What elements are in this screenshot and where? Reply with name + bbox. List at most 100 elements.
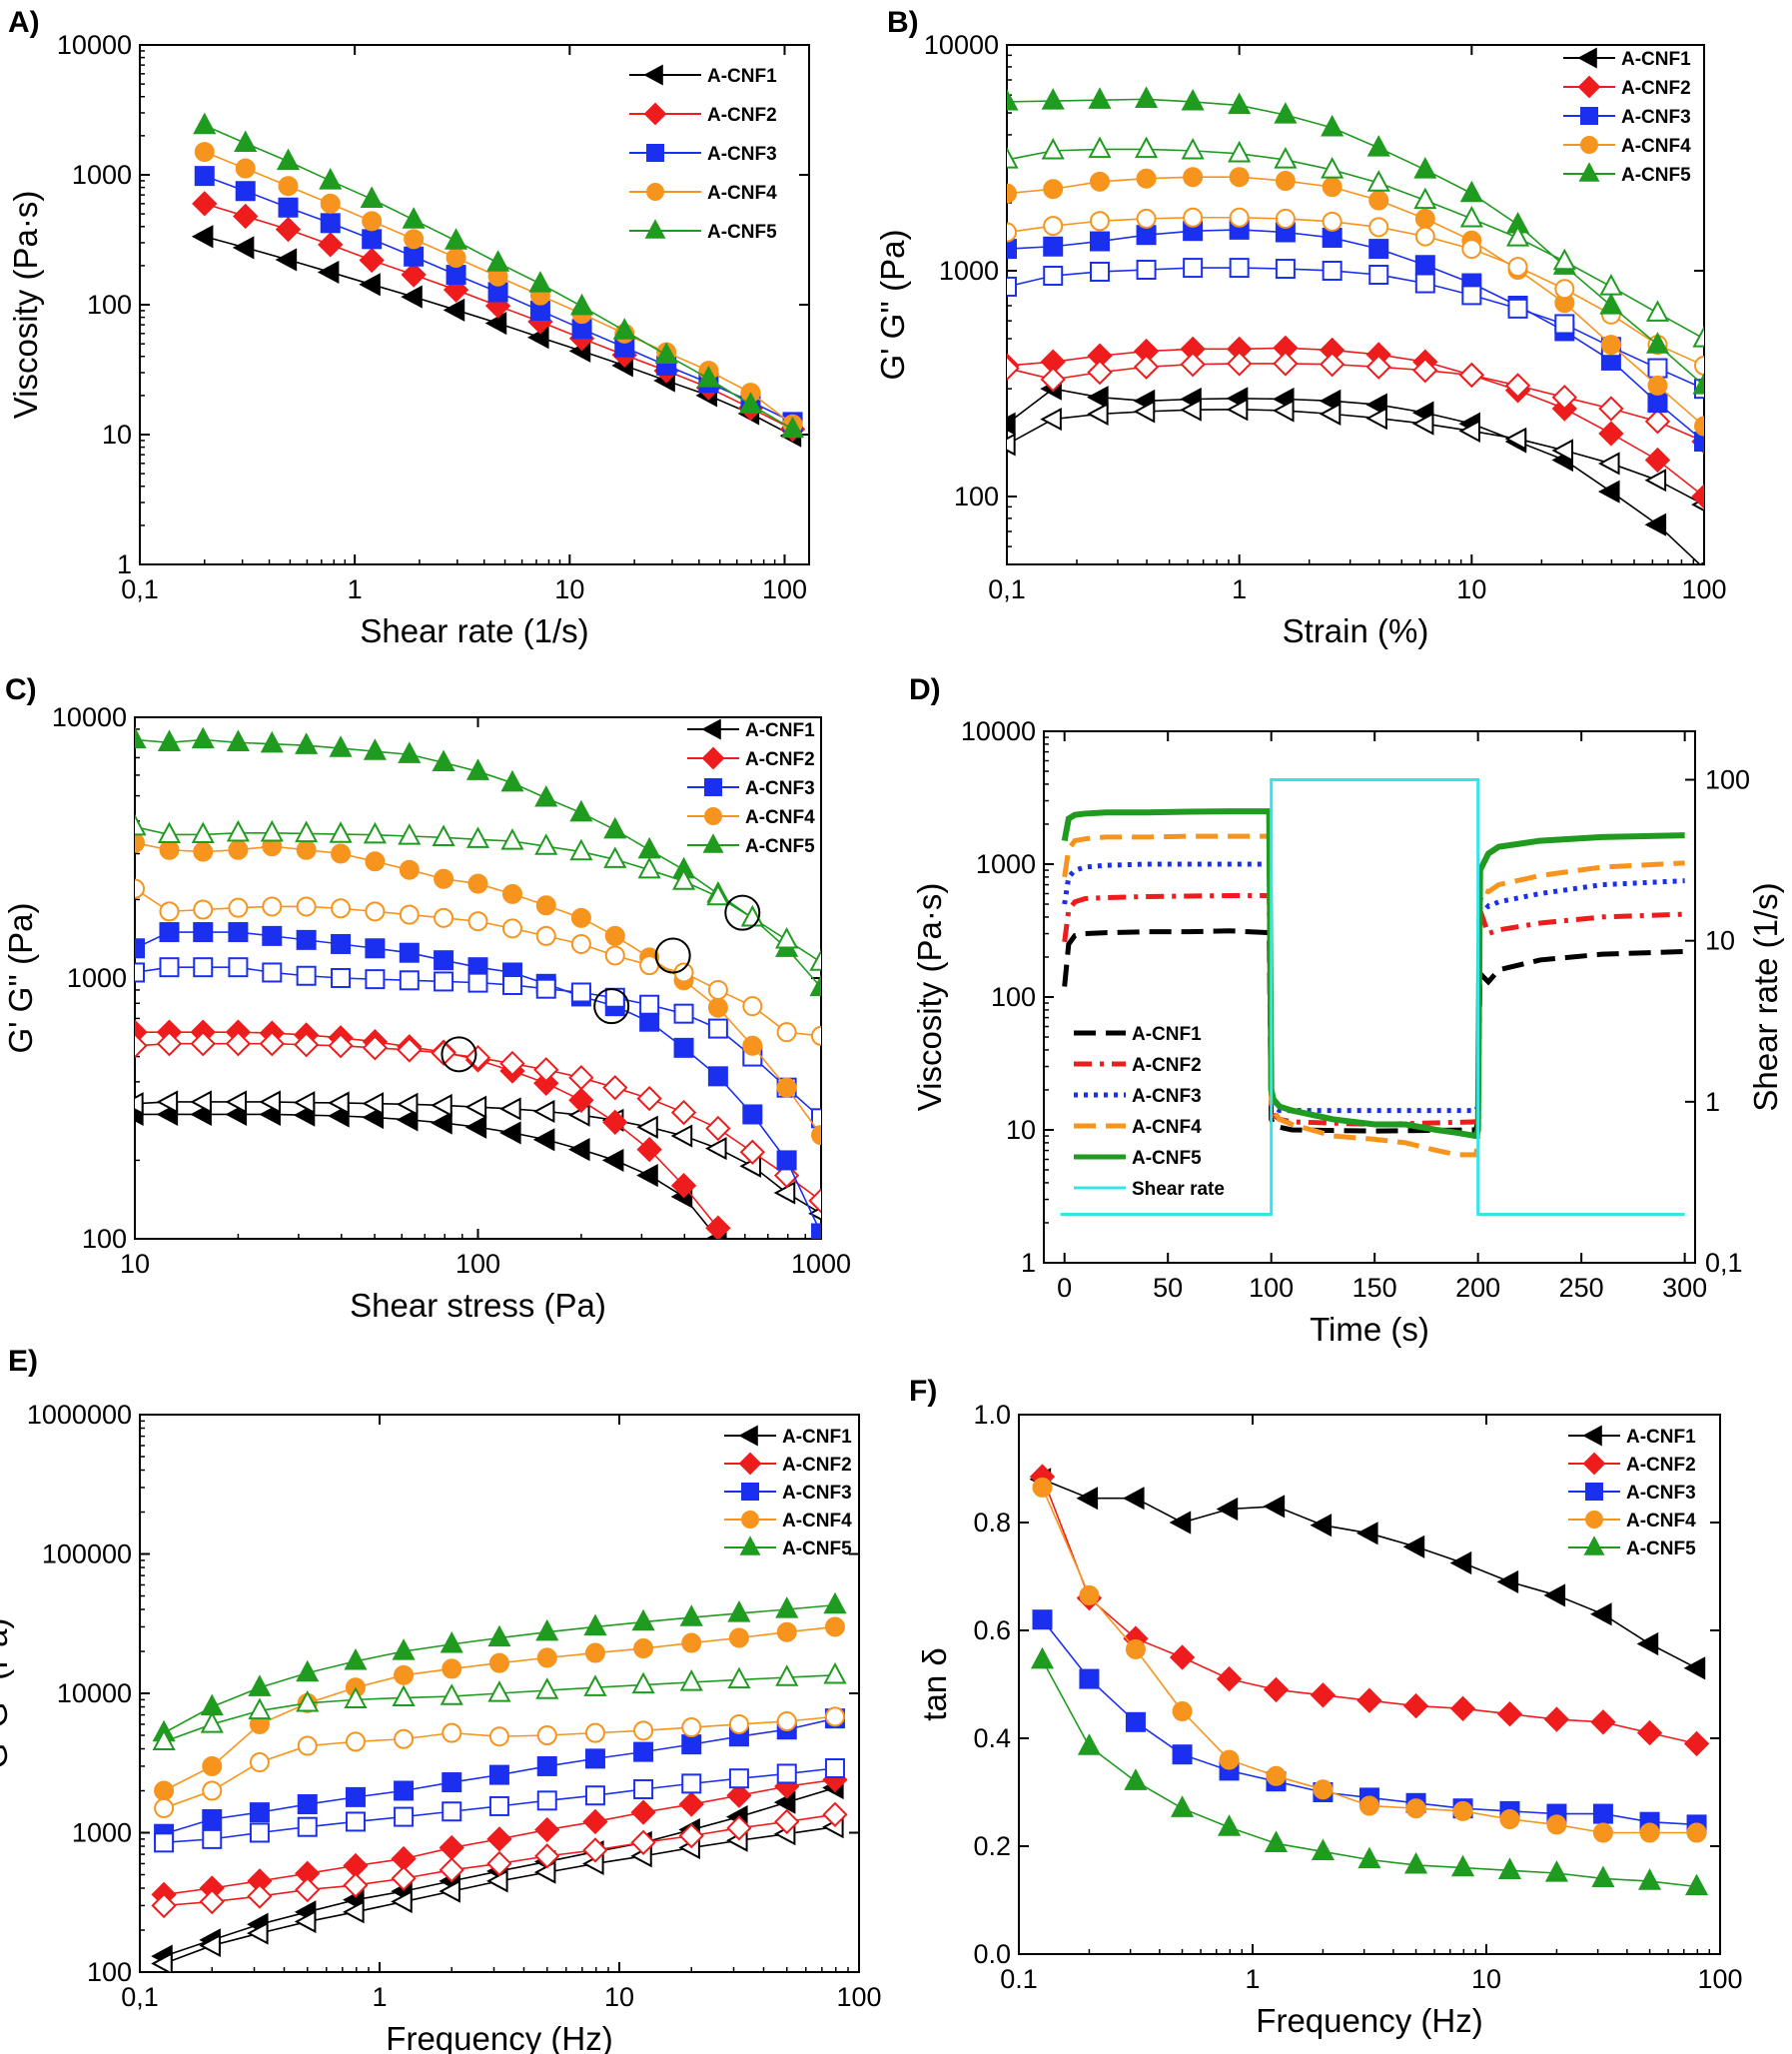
data-point	[1217, 1814, 1242, 1836]
series-line	[1007, 409, 1704, 506]
data-point	[247, 1883, 273, 1909]
data-point	[1183, 207, 1204, 228]
legend-label: A-CNF3	[1621, 107, 1691, 128]
x-axis-label: Shear rate (1/s)	[360, 612, 588, 649]
data-point	[1169, 1644, 1196, 1670]
y-tick-label: 10000	[57, 1678, 132, 1708]
data-point	[1598, 421, 1624, 447]
data-point	[1087, 359, 1113, 386]
data-point	[1449, 1550, 1472, 1575]
data-point	[464, 1115, 487, 1139]
data-point	[398, 823, 422, 845]
data-point	[404, 246, 425, 267]
x-tick-label: 10	[604, 1982, 634, 2012]
data-point	[365, 901, 386, 922]
legend-label: A-CNF5	[1626, 1539, 1696, 1559]
data-point	[444, 228, 468, 250]
data-point	[1088, 87, 1112, 109]
data-point	[654, 342, 678, 364]
data-point	[151, 1892, 177, 1919]
data-point	[570, 907, 591, 928]
data-point	[234, 130, 258, 153]
data-point	[1229, 207, 1250, 228]
data-point	[1644, 469, 1667, 493]
data-point	[1030, 1646, 1055, 1669]
data-point	[1413, 157, 1437, 179]
data-point	[343, 1872, 369, 1898]
data-point	[534, 833, 558, 855]
data-point	[446, 265, 466, 286]
legend-marker	[644, 219, 666, 239]
data-point	[637, 856, 661, 879]
data-point	[154, 1780, 175, 1801]
data-point	[318, 232, 344, 258]
plot-area	[135, 726, 821, 1239]
data-point	[202, 1755, 223, 1776]
data-point	[228, 839, 249, 860]
series-a-cnf3-g-	[135, 957, 821, 1129]
data-point	[467, 873, 488, 894]
legend-marker	[704, 807, 722, 825]
data-point	[486, 1826, 512, 1852]
data-point	[742, 1035, 763, 1056]
data-point	[1040, 408, 1062, 432]
data-point	[135, 813, 147, 836]
data-point	[260, 730, 284, 753]
data-point	[399, 970, 420, 991]
series-a-cnf2-g-	[1007, 351, 1704, 455]
data-point	[235, 181, 256, 202]
data-point	[704, 1137, 727, 1161]
series-line	[1007, 267, 1704, 390]
data-point	[1007, 355, 1020, 382]
data-point	[1089, 171, 1110, 192]
highlight-circle	[654, 937, 691, 974]
data-point	[464, 1095, 487, 1119]
data-point	[727, 1666, 751, 1689]
panel-label: E)	[8, 1345, 38, 1378]
data-point	[297, 1735, 318, 1756]
data-point	[1459, 180, 1483, 203]
data-point	[533, 1070, 559, 1096]
legend-label: A-CNF2	[745, 749, 815, 770]
data-point	[1507, 298, 1528, 319]
data-point	[1007, 276, 1017, 297]
data-point	[780, 416, 805, 439]
data-point	[431, 1111, 452, 1135]
data-point	[194, 142, 215, 163]
legend-label: A-CNF2	[782, 1455, 852, 1476]
data-point	[191, 821, 215, 844]
data-point	[135, 726, 147, 749]
data-point	[259, 1031, 285, 1057]
data-point	[823, 1661, 847, 1684]
y-tick-label: 100	[82, 1224, 127, 1254]
legend-label: A-CNF5	[1621, 165, 1691, 186]
legend-label: Shear rate	[1132, 1179, 1225, 1200]
data-point	[671, 868, 696, 890]
data-point	[1597, 452, 1620, 476]
data-point	[535, 1618, 559, 1641]
data-point	[1263, 1495, 1286, 1519]
data-point	[1274, 102, 1298, 124]
data-point	[636, 1136, 662, 1163]
data-point	[824, 1616, 845, 1637]
data-point	[1637, 1868, 1662, 1890]
data-point	[1322, 211, 1343, 232]
y-tick-label: 1000000	[27, 1400, 132, 1430]
data-point	[631, 1608, 655, 1631]
data-point	[402, 207, 426, 229]
data-point	[535, 895, 556, 916]
data-point	[536, 1755, 557, 1776]
legend-marker	[739, 1536, 761, 1555]
data-point	[808, 1188, 821, 1214]
data-point	[535, 978, 556, 999]
data-point	[225, 1090, 248, 1114]
data-point	[1136, 168, 1157, 189]
data-point	[1032, 1609, 1053, 1630]
data-point	[192, 191, 218, 217]
data-point	[739, 1139, 765, 1165]
data-point	[331, 898, 352, 919]
data-point	[1043, 179, 1064, 200]
data-point	[191, 225, 214, 249]
data-point	[569, 838, 593, 861]
data-point	[499, 1097, 521, 1121]
